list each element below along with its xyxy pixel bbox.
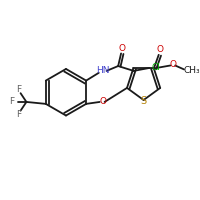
- Text: F: F: [9, 97, 14, 106]
- Text: HN: HN: [96, 66, 109, 75]
- Text: O: O: [119, 44, 126, 53]
- Text: O: O: [170, 60, 177, 69]
- Text: S: S: [141, 96, 147, 106]
- Text: O: O: [99, 97, 106, 106]
- Text: O: O: [156, 45, 163, 54]
- Text: F: F: [16, 85, 21, 94]
- Text: Cl: Cl: [152, 63, 160, 72]
- Text: CH₃: CH₃: [183, 66, 200, 75]
- Text: F: F: [16, 110, 21, 119]
